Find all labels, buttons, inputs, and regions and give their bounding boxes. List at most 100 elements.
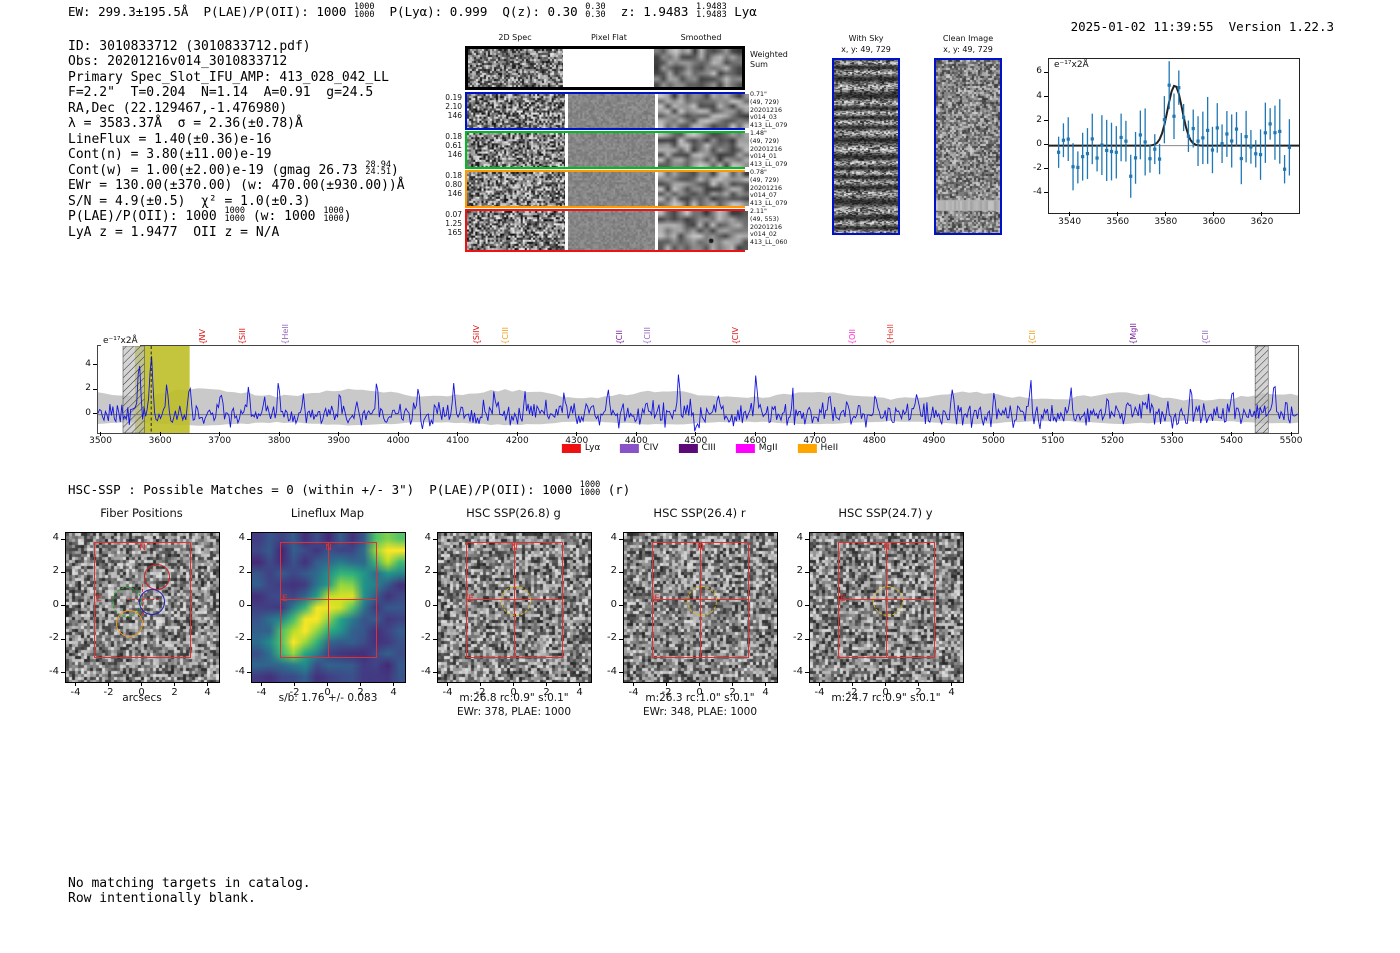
compass-north-label: N	[139, 543, 146, 553]
spec-xtick-label: 4100	[446, 436, 470, 446]
spec-xtick-mark	[1171, 432, 1173, 436]
panel-ytick-mark	[619, 605, 623, 607]
compass-east-label: E	[654, 594, 660, 604]
info-line-5: λ = 3583.37Å σ = 2.36(±0.78)Å	[68, 116, 405, 131]
spec-ytick-mark	[93, 364, 97, 366]
cutout-row-3	[465, 170, 750, 208]
panel-xtick-label: -4	[256, 687, 267, 698]
cutout-left-label: 165	[447, 227, 462, 237]
text-segment: EW: 299.3±195.5Å P(LAE)/P(OII): 1000	[68, 4, 354, 19]
spec-xtick-mark	[457, 432, 459, 436]
line-marker-brace: {	[1128, 339, 1138, 345]
spec-xtick-label: 3800	[267, 436, 291, 446]
spec-ytick-mark	[93, 388, 97, 390]
cutout-right-label: 20201216	[750, 145, 783, 153]
panel-xtick-mark	[546, 682, 547, 686]
spectrum-legend: Lyα CIV CIII MgII HeII	[561, 443, 838, 453]
panel-title-hsc-2: HSC SSP(26.8) g	[466, 506, 561, 520]
legend-swatch	[561, 443, 581, 453]
fit-ytick-label: -4	[1033, 186, 1042, 197]
hsc-ssp-match-line: HSC-SSP : Possible Matches = 0 (within +…	[68, 479, 630, 498]
panel-xtick-label: 2	[729, 687, 736, 698]
panel-xtick-label: 2	[543, 687, 550, 698]
panel-xtick-label: 0	[696, 687, 703, 698]
panel-ytick-label: 2	[424, 565, 431, 577]
panel-ytick-label: 2	[238, 565, 245, 577]
with-sky-title-text: With Sky	[848, 34, 884, 43]
spec-xtick-label: 3900	[327, 436, 351, 446]
spec-xtick-label: 4900	[922, 436, 946, 446]
spectrum-svg	[97, 345, 1298, 434]
panel-ytick-label: 0	[610, 598, 617, 610]
panel-xtick-mark	[480, 682, 481, 686]
panel-ytick-label: 2	[52, 565, 59, 577]
panel-xtick-label: -2	[661, 687, 672, 698]
legend-item-civ: CIV	[620, 443, 658, 453]
panel-ytick-label: 0	[52, 598, 59, 610]
spec-xtick-mark	[159, 432, 161, 436]
panel-ytick-mark	[247, 571, 251, 573]
line-marker-brace: {	[847, 339, 857, 345]
cutout-row-3-right-labels: 0.78" (49, 729) 20201216 v014_07 413_LL_079	[750, 169, 820, 208]
extraction-box	[94, 542, 191, 658]
cutout-left-label: 0.18	[445, 171, 462, 180]
panel-xtick-label: 2	[171, 687, 178, 698]
col-header-pixel-flat: Pixel Flat	[591, 33, 627, 42]
line-marker-cii: CII	[1024, 296, 1040, 340]
with-sky-image	[832, 58, 900, 235]
panel-ytick-mark	[433, 638, 437, 640]
compass-east-label: E	[840, 594, 846, 604]
panel-caption1: s/b: 1.76 +/- 0.083	[278, 692, 378, 704]
line-marker-brace: {	[1201, 339, 1211, 345]
text-segment: F=2.2" T=0.204 N=1.14 A=0.91 g=24.5	[68, 85, 374, 101]
crosshair-vertical	[327, 542, 329, 658]
spec-xtick-mark	[873, 432, 875, 436]
panel-xtick-label: 2	[357, 687, 364, 698]
panel-ytick-label: 4	[52, 532, 59, 543]
cutout-row-1	[465, 92, 750, 130]
panel-xtick-label: -4	[70, 687, 81, 698]
spec-xtick-mark	[1290, 432, 1292, 436]
panel-ytick-mark	[805, 571, 809, 573]
panel-title-hsc-4: HSC SSP(24.7) y	[838, 506, 933, 520]
compass-east-label: E	[96, 594, 102, 604]
line-marker-brace: {	[280, 339, 290, 345]
panel-caption2: EWr: 378, PLAE: 1000	[456, 706, 572, 718]
panel-ytick-label: -4	[49, 665, 59, 677]
legend-label: CIII	[701, 443, 716, 453]
panel-xtick-mark	[765, 682, 766, 686]
panel-title-lineflux-1: Lineflux Map	[290, 506, 365, 520]
spec-xtick-label: 4200	[505, 436, 529, 446]
line-marker-brace: {	[237, 339, 247, 345]
info-line-10: S/N = 4.9(±0.5) χ² = 1.0(±0.3)	[68, 194, 405, 209]
aperture-circle-yellow	[686, 586, 717, 616]
panel-xtick-mark	[666, 682, 667, 686]
panel-xtick-mark	[918, 682, 919, 686]
spec-xtick-label: 4400	[624, 436, 648, 446]
stacked-fraction: 1000 1000	[224, 206, 246, 224]
text-segment: )	[391, 162, 399, 178]
line-marker-brace: {	[1027, 339, 1037, 345]
spec-xtick-mark	[397, 432, 399, 436]
legend-item-heii: HeII	[797, 443, 838, 453]
line-marker-ciii: CIII	[497, 296, 513, 340]
stacked-fraction: 1000 1000	[579, 479, 601, 498]
text-segment: Lyα	[726, 4, 757, 19]
legend-label: CIV	[643, 443, 659, 453]
panel-xtick-label: -2	[103, 687, 114, 698]
footer-line-2: Row intentionally blank.	[68, 891, 256, 906]
cutout-right-label: 2.11"	[750, 208, 767, 215]
panel-ytick-mark	[619, 638, 623, 640]
panel-ytick-mark	[247, 672, 251, 674]
cutout-row-4	[465, 209, 749, 252]
text-segment: )	[343, 209, 352, 225]
panel-xtick-label: 4	[762, 687, 769, 698]
panel-xtick-mark	[579, 682, 580, 686]
line-marker-brace: {	[615, 339, 625, 345]
spec-xtick-label: 4600	[743, 436, 767, 446]
panel-xtick-label: 0	[138, 687, 145, 698]
spec-xtick-label: 5100	[1041, 436, 1065, 446]
panel-xtick-label: -4	[442, 687, 453, 698]
